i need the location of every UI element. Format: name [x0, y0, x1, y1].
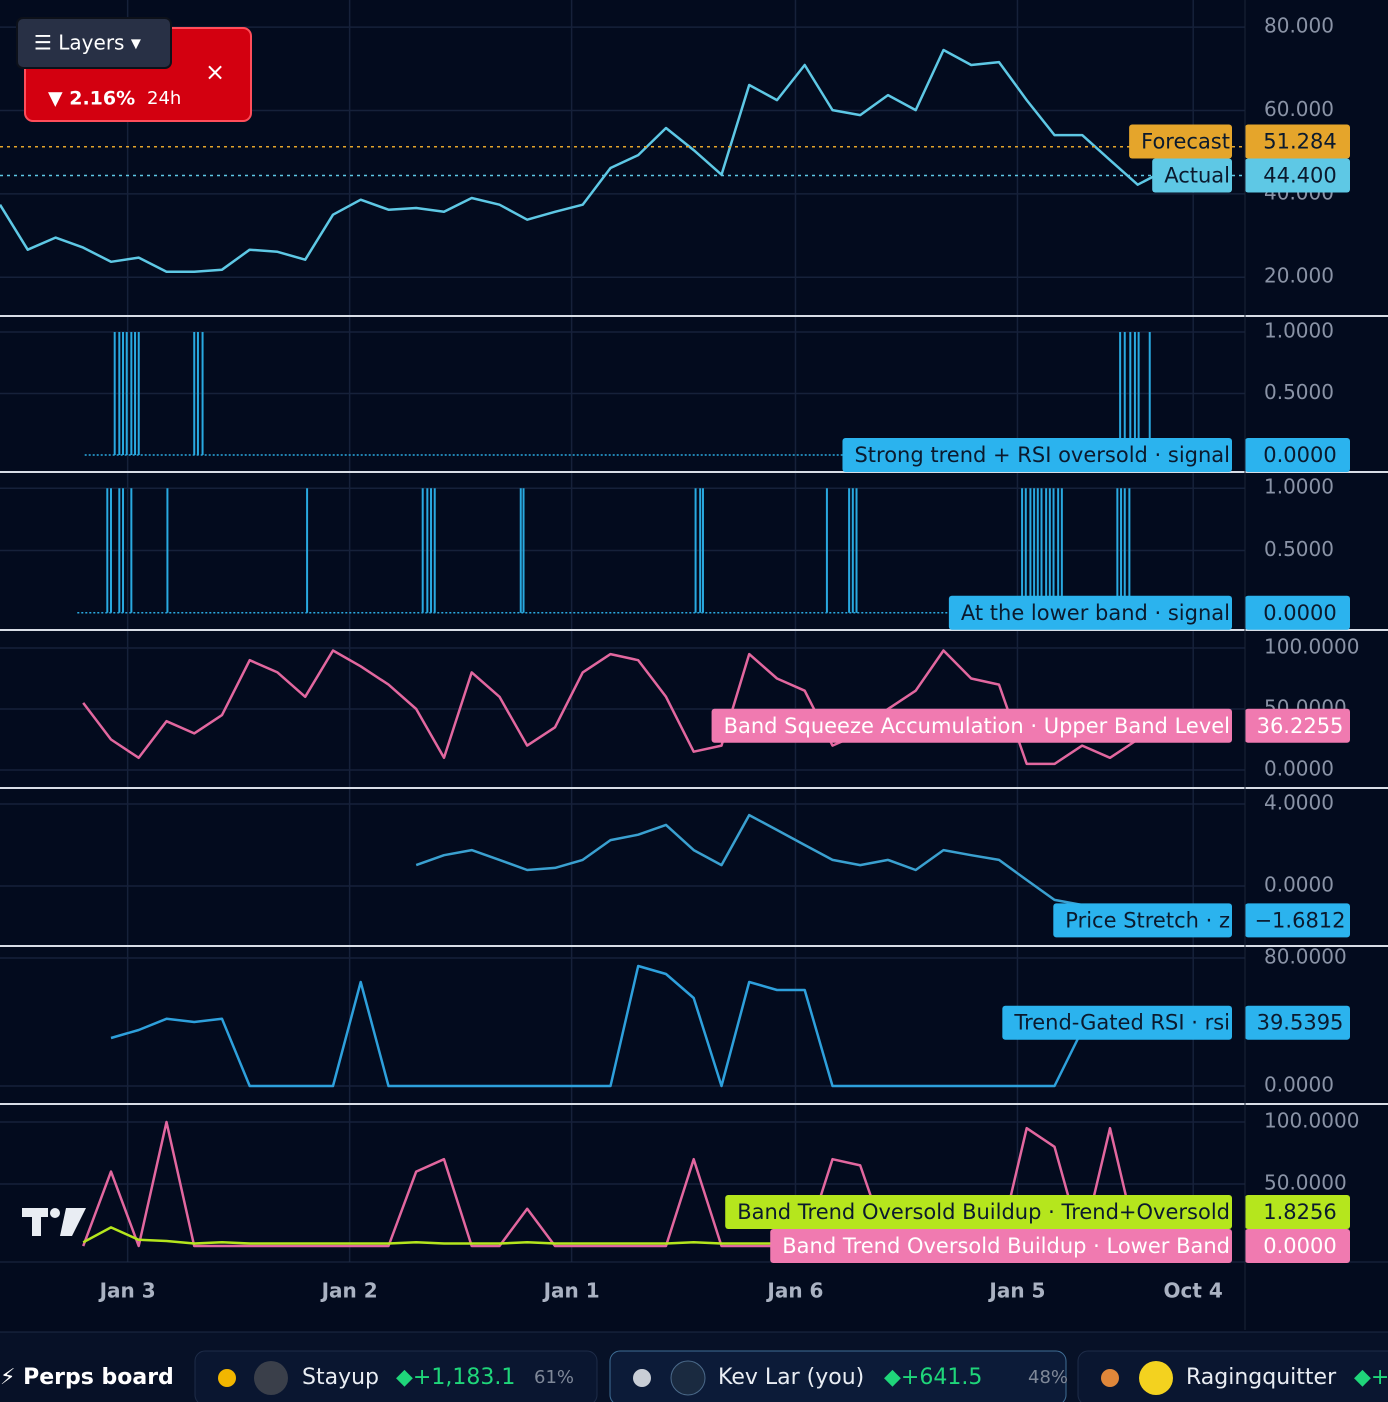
entry-score: ◆+641.5 — [884, 1365, 982, 1390]
y-tick-label: 0.5000 — [1264, 537, 1334, 561]
x-tick-label: Jan 2 — [320, 1279, 378, 1303]
value-tag — [1245, 1005, 1350, 1040]
y-tick-label: 80.0000 — [1264, 945, 1347, 969]
value-tag-label: 44.400 — [1263, 164, 1336, 188]
layers-button[interactable] — [16, 17, 172, 69]
value-tag — [1245, 438, 1350, 473]
entry-card[interactable] — [609, 1350, 1067, 1402]
name-tag — [1002, 1005, 1232, 1040]
name-tag — [1053, 903, 1232, 938]
y-tick-label: 100.0000 — [1264, 635, 1359, 659]
y-tick-label: 1.0000 — [1264, 475, 1334, 499]
value-tag-label: 0.0000 — [1263, 601, 1336, 625]
entry-pct: 61% — [534, 1367, 574, 1388]
value-tag-label: 0.0000 — [1263, 1234, 1336, 1258]
name-tag-label: Forecast — [1141, 130, 1230, 154]
avatar — [670, 1360, 706, 1396]
name-tag — [842, 438, 1232, 473]
name-tag-label: Price Stretch · z — [1065, 908, 1230, 932]
name-tag — [1152, 158, 1232, 193]
name-tag-label: Band Squeeze Accumulation · Upper Band L… — [724, 714, 1230, 738]
y-tick-label: 0.0000 — [1264, 1073, 1334, 1097]
y-tick-label: 50.0000 — [1264, 1170, 1347, 1194]
footer: ⚡ Perps board Stayup ◆+1,183.1 61% Kev L… — [0, 1331, 1388, 1402]
medal-icon — [1101, 1369, 1119, 1387]
name-tag-label: Band Trend Oversold Buildup · Lower Band — [782, 1234, 1230, 1258]
x-tick-label: Jan 3 — [98, 1279, 156, 1303]
value-tag-label: −1.6812 — [1254, 908, 1345, 932]
y-tick-label: 60.000 — [1264, 97, 1334, 121]
period: 24h — [147, 88, 181, 109]
series-line — [110, 964, 1138, 1088]
value-tag-label: 0.0000 — [1263, 443, 1336, 467]
y-tick-label: 4.0000 — [1264, 790, 1334, 814]
x-tick-label: Oct 4 — [1164, 1279, 1223, 1303]
value-tag — [1245, 1229, 1350, 1264]
value-tag — [1245, 595, 1350, 630]
entry-score: ◆+ — [1354, 1365, 1388, 1390]
series-line — [82, 649, 1139, 766]
avatar — [1139, 1361, 1173, 1395]
value-tag — [1245, 708, 1350, 743]
medal-icon — [218, 1369, 236, 1387]
name-tag — [948, 595, 1232, 630]
value-tag — [1245, 1195, 1350, 1230]
value-tag-label: 39.5395 — [1257, 1011, 1344, 1035]
y-tick-label: 1.0000 — [1264, 318, 1334, 342]
x-tick-label: Jan 5 — [987, 1279, 1045, 1303]
name-tag — [1129, 124, 1232, 159]
name-tag-label: Strong trend + RSI oversold · signal — [854, 443, 1230, 467]
x-tick-label: Jan 1 — [542, 1279, 600, 1303]
value-tag — [1245, 124, 1350, 159]
name-tag-label: At the lower band · signal — [961, 601, 1230, 625]
value-tag — [1245, 903, 1350, 938]
medal-icon — [633, 1369, 651, 1387]
name-tag-label: Band Trend Oversold Buildup · Trend+Over… — [737, 1200, 1230, 1224]
entry-score: ◆+1,183.1 — [396, 1365, 515, 1390]
value-tag-label: 36.2255 — [1257, 714, 1344, 738]
x-tick-label: Jan 6 — [765, 1279, 823, 1303]
entry-name: Stayup — [302, 1365, 379, 1390]
name-tag-label: Trend-Gated RSI · rsi — [1013, 1011, 1230, 1035]
value-tag-label: 51.284 — [1263, 130, 1336, 154]
entry-card[interactable] — [194, 1350, 598, 1402]
change: ▼ 2.16% — [48, 88, 135, 110]
entry-pct: 48% — [1028, 1367, 1068, 1388]
y-tick-label: 0.5000 — [1264, 380, 1334, 404]
value-tag — [1245, 158, 1350, 193]
name-tag — [711, 708, 1232, 743]
name-tag-label: Actual — [1164, 164, 1230, 188]
series-line — [0, 48, 1167, 274]
logo — [22, 1208, 86, 1236]
y-tick-label: 20.000 — [1264, 264, 1334, 288]
entry-name: Ragingquitter — [1186, 1365, 1337, 1390]
board-title[interactable]: ⚡ Perps board — [0, 1365, 174, 1390]
y-tick-label: 0.0000 — [1264, 756, 1334, 780]
entry-name: Kev Lar (you) — [718, 1365, 864, 1390]
layers-label: ☰ Layers ▾ — [34, 31, 141, 55]
y-tick-label: 80.000 — [1264, 14, 1334, 38]
series-line — [415, 813, 1111, 912]
popup: ▼ 2.16% 24h × ☰ Layers ▾ — [16, 17, 252, 122]
name-tag — [770, 1229, 1232, 1264]
y-tick-label: 0.0000 — [1264, 872, 1334, 896]
name-tag — [725, 1195, 1232, 1230]
value-tag-label: 1.8256 — [1263, 1200, 1336, 1224]
close-button[interactable]: × — [205, 58, 225, 86]
avatar — [254, 1361, 288, 1395]
y-tick-label: 100.0000 — [1264, 1108, 1359, 1132]
